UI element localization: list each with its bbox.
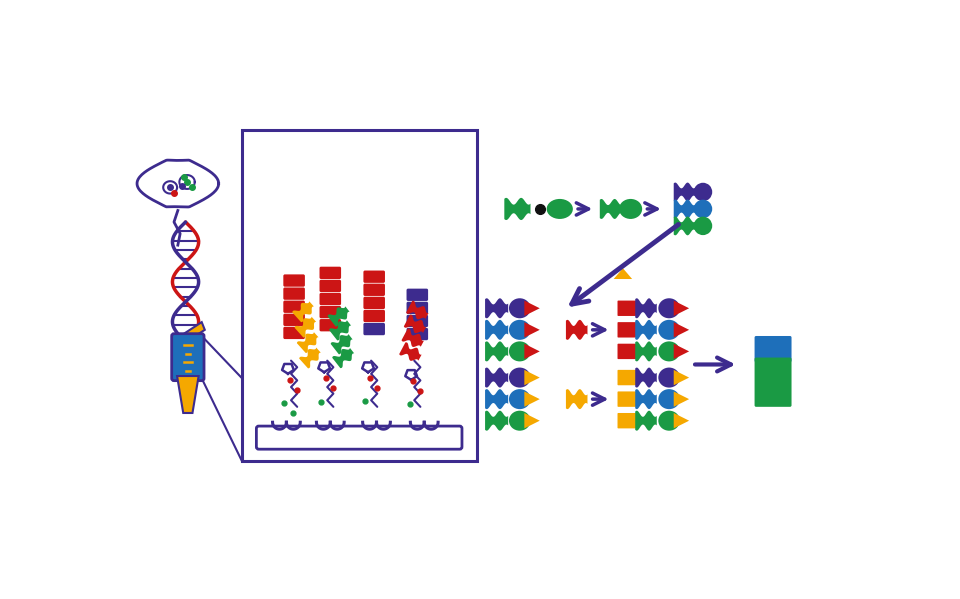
Polygon shape [636,368,657,388]
FancyBboxPatch shape [320,280,341,292]
Polygon shape [404,314,426,333]
Polygon shape [292,301,314,322]
FancyBboxPatch shape [283,314,305,326]
Polygon shape [330,334,352,354]
FancyBboxPatch shape [364,284,385,296]
FancyBboxPatch shape [172,334,204,380]
Ellipse shape [509,320,531,340]
FancyBboxPatch shape [320,319,341,331]
Ellipse shape [694,183,712,201]
FancyBboxPatch shape [406,315,428,327]
Polygon shape [485,341,508,361]
FancyBboxPatch shape [755,358,792,407]
FancyBboxPatch shape [283,288,305,300]
Polygon shape [485,320,508,340]
Polygon shape [674,216,695,235]
Polygon shape [184,322,204,341]
Ellipse shape [659,368,680,388]
Polygon shape [524,413,540,428]
Ellipse shape [659,389,680,409]
Polygon shape [399,343,421,361]
FancyBboxPatch shape [617,301,636,316]
Polygon shape [504,198,531,220]
Ellipse shape [509,368,531,388]
FancyBboxPatch shape [320,267,341,279]
Polygon shape [485,298,508,318]
FancyBboxPatch shape [320,306,341,318]
Polygon shape [674,199,695,219]
FancyBboxPatch shape [256,426,462,449]
Polygon shape [674,413,689,428]
Ellipse shape [659,320,680,340]
FancyBboxPatch shape [617,370,636,385]
Ellipse shape [509,298,531,318]
Polygon shape [674,391,689,407]
FancyBboxPatch shape [617,322,636,337]
Polygon shape [674,344,689,359]
Ellipse shape [659,341,680,361]
Polygon shape [636,320,657,340]
Polygon shape [613,268,632,279]
Polygon shape [524,301,540,316]
Polygon shape [674,322,689,337]
Polygon shape [674,370,689,385]
Ellipse shape [509,411,531,431]
Polygon shape [636,411,657,431]
Polygon shape [674,183,695,201]
Ellipse shape [694,217,712,235]
Ellipse shape [659,411,680,431]
Polygon shape [674,301,689,316]
Ellipse shape [619,199,642,219]
Polygon shape [406,301,428,319]
Polygon shape [524,344,540,359]
Polygon shape [177,376,199,413]
FancyBboxPatch shape [755,336,792,362]
FancyBboxPatch shape [283,274,305,287]
FancyBboxPatch shape [283,301,305,313]
Ellipse shape [659,298,680,318]
Polygon shape [401,328,424,347]
FancyBboxPatch shape [364,323,385,335]
Polygon shape [636,298,657,318]
Ellipse shape [546,199,573,219]
FancyBboxPatch shape [364,297,385,309]
Polygon shape [524,322,540,337]
FancyBboxPatch shape [283,326,305,339]
Ellipse shape [509,389,531,409]
FancyBboxPatch shape [617,391,636,407]
Polygon shape [636,341,657,361]
FancyBboxPatch shape [617,413,636,428]
Polygon shape [485,368,508,388]
Polygon shape [300,347,321,368]
FancyBboxPatch shape [320,293,341,305]
FancyBboxPatch shape [364,310,385,322]
Polygon shape [295,317,316,338]
Polygon shape [297,332,319,353]
Polygon shape [524,370,540,385]
FancyBboxPatch shape [364,271,385,283]
Polygon shape [327,306,349,326]
Ellipse shape [509,341,531,361]
FancyBboxPatch shape [617,344,636,359]
FancyBboxPatch shape [406,302,428,314]
Polygon shape [600,199,623,219]
Polygon shape [565,320,588,340]
Polygon shape [636,389,657,409]
FancyBboxPatch shape [406,328,428,340]
Polygon shape [485,411,508,431]
FancyBboxPatch shape [242,129,476,461]
Ellipse shape [694,199,712,218]
Polygon shape [329,320,351,340]
Polygon shape [565,389,588,409]
Polygon shape [485,389,508,409]
Polygon shape [332,348,354,368]
FancyBboxPatch shape [406,289,428,301]
Polygon shape [524,391,540,407]
